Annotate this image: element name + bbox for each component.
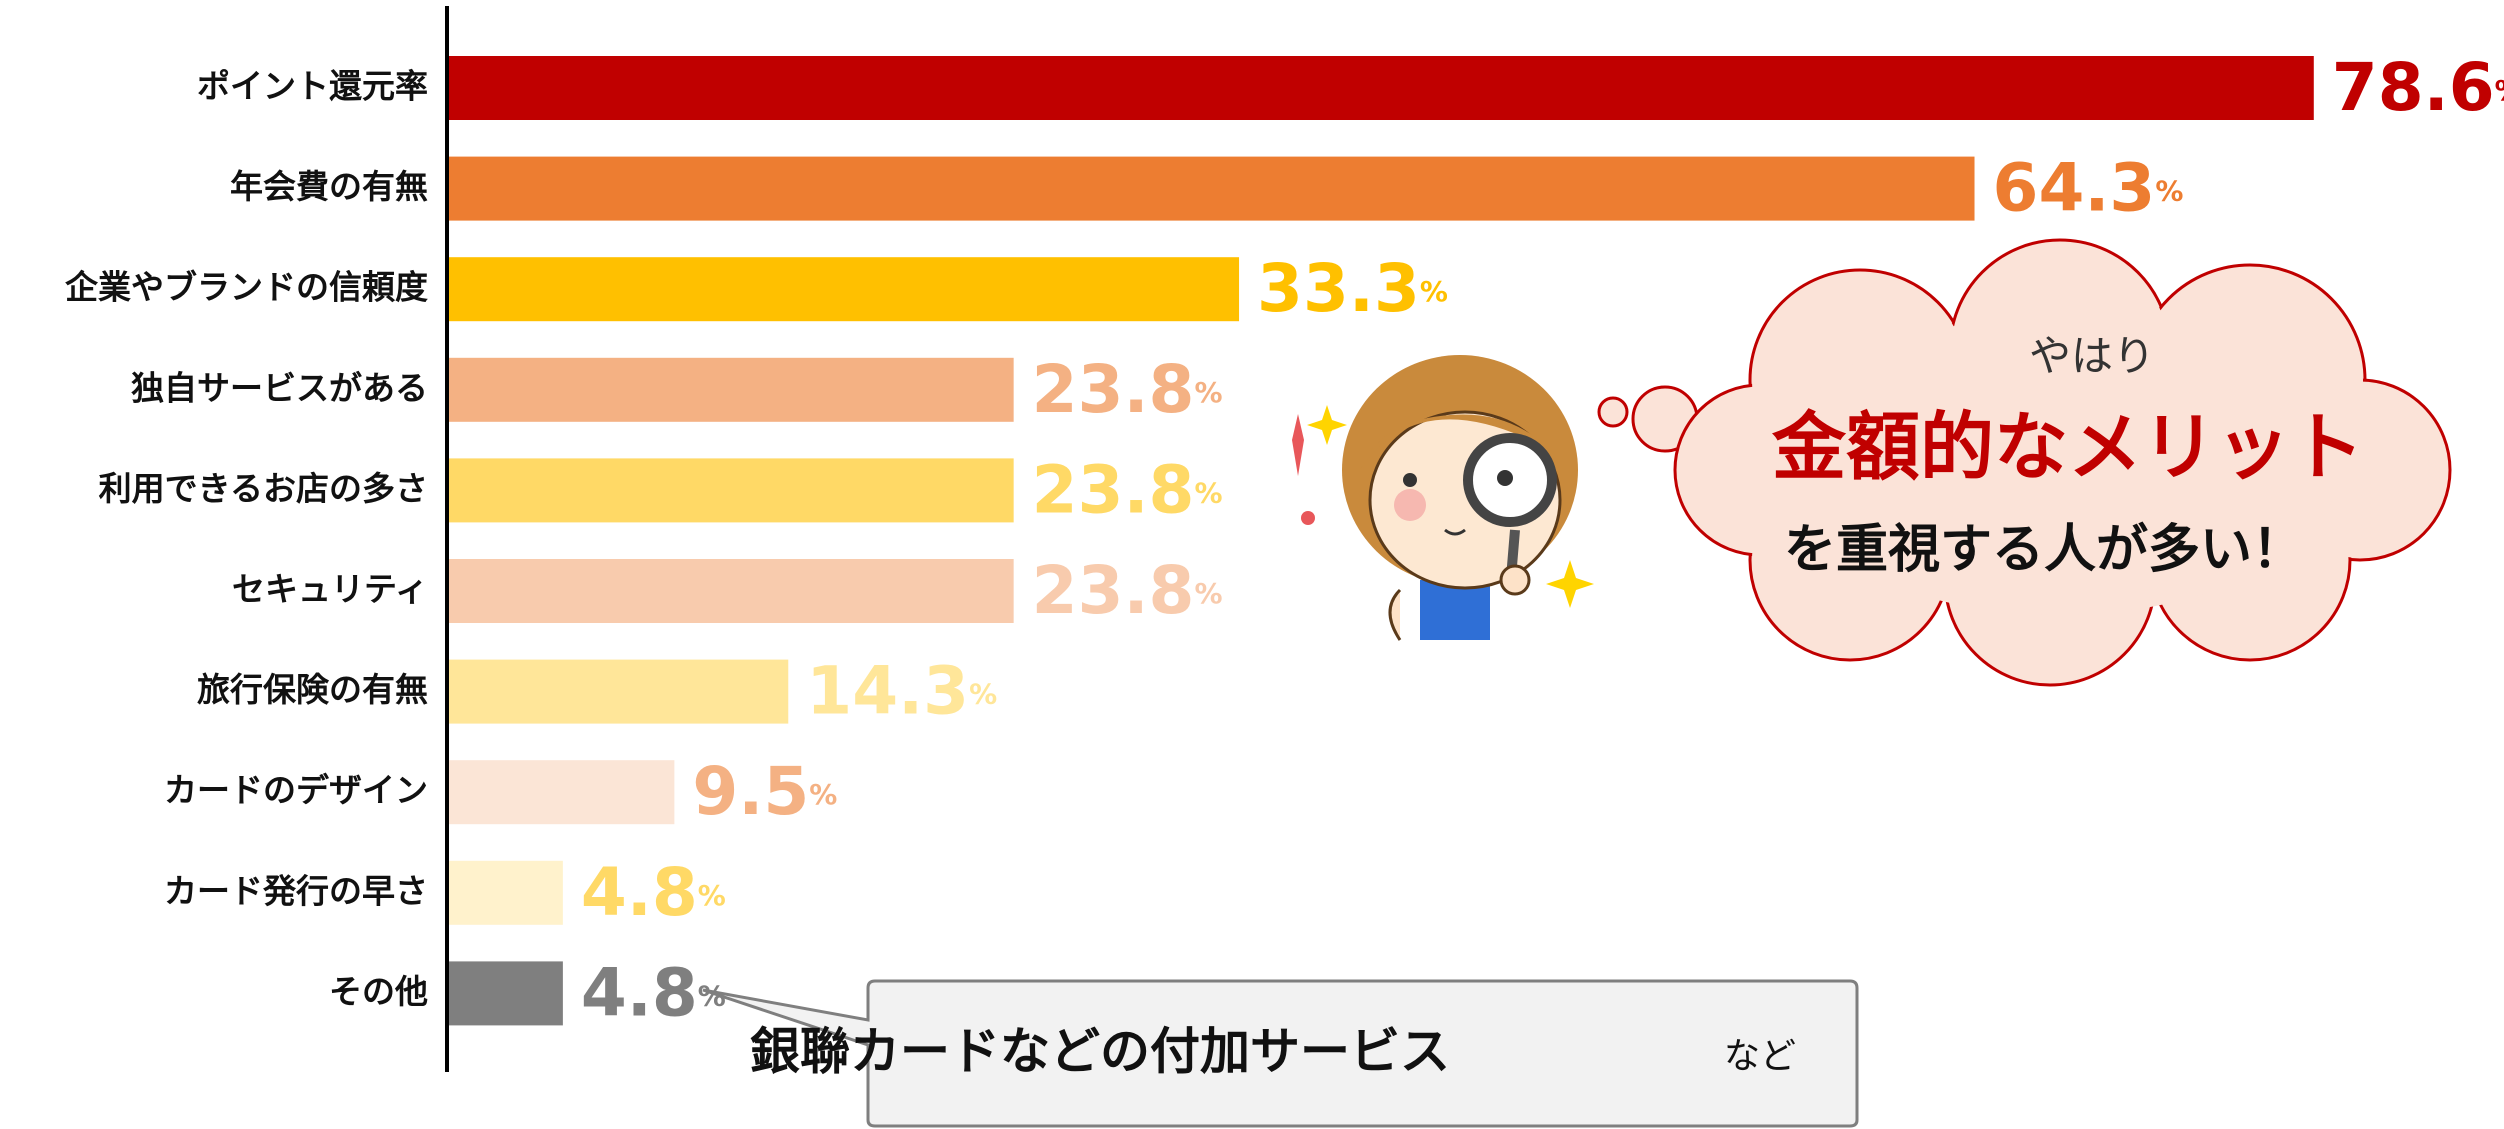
value-label: 64.3%	[1993, 150, 2184, 227]
value-label: 4.8%	[581, 954, 726, 1031]
value-unit: %	[1194, 476, 1222, 509]
bar	[449, 559, 1014, 623]
callout-text: 銀聯カードなどの付加サービス	[750, 1023, 1450, 1081]
cloud-text: を重視する人が多い！	[1784, 520, 2304, 580]
value-number: 33.3	[1257, 250, 1420, 327]
value-label: 33.3%	[1257, 250, 1448, 327]
bar	[449, 961, 563, 1025]
value-number: 4.8	[581, 954, 698, 1031]
y-tick-label: カード発行の早さ	[164, 871, 428, 910]
bar	[449, 157, 1975, 221]
value-number: 9.5	[692, 753, 809, 830]
value-number: 23.8	[1032, 552, 1195, 629]
y-tick-label: 独自サービスがある	[131, 368, 428, 407]
value-number: 14.3	[806, 653, 969, 730]
y-tick-label: カードのデザイン	[164, 771, 428, 810]
value-unit: %	[969, 678, 997, 711]
y-tick-label: 旅行保険の有無	[197, 670, 428, 709]
y-tick-label: 利用できるお店の多さ	[99, 469, 428, 508]
y-tick-label: その他	[329, 972, 428, 1011]
y-tick-label: 年会費の有無	[230, 167, 428, 206]
value-unit: %	[1420, 275, 1448, 308]
bar	[449, 458, 1014, 522]
bar	[449, 56, 2314, 120]
value-unit: %	[2155, 175, 2183, 208]
value-label: 23.8%	[1032, 351, 1223, 428]
chart: やはり 金額的なメリット を重視する人が多い！ 銀聯カードなどの付加サービス な…	[0, 0, 2504, 1129]
cloud-text: 金額的なメリット	[1772, 405, 2364, 491]
bar	[449, 760, 674, 824]
value-number: 64.3	[1993, 150, 2156, 227]
value-label: 23.8%	[1032, 451, 1223, 528]
value-unit: %	[809, 778, 837, 811]
character-illustration	[1292, 355, 1594, 640]
bar	[449, 861, 563, 925]
value-number: 78.6	[2332, 49, 2495, 126]
value-label: 4.8%	[581, 854, 726, 931]
cloud-text: やはり	[2029, 332, 2155, 381]
value-label: 14.3%	[806, 653, 997, 730]
y-tick-label: 企業やブランドの信頼度	[65, 268, 428, 307]
bar	[449, 660, 788, 724]
value-unit: %	[1194, 376, 1222, 409]
value-unit: %	[1194, 577, 1222, 610]
value-number: 4.8	[581, 854, 698, 931]
bar	[449, 358, 1014, 422]
value-label: 9.5%	[692, 753, 837, 830]
value-unit: %	[698, 879, 726, 912]
bar	[449, 257, 1239, 321]
value-number: 23.8	[1032, 351, 1195, 428]
y-tick-label: セキュリティ	[232, 570, 428, 609]
value-label: 78.6%	[2332, 49, 2504, 126]
value-unit: %	[698, 979, 726, 1012]
value-label: 23.8%	[1032, 552, 1223, 629]
y-tick-label: ポイント還元率	[197, 67, 428, 106]
value-unit: %	[2495, 74, 2504, 107]
callout-text: など	[1724, 1036, 1796, 1077]
value-number: 23.8	[1032, 451, 1195, 528]
